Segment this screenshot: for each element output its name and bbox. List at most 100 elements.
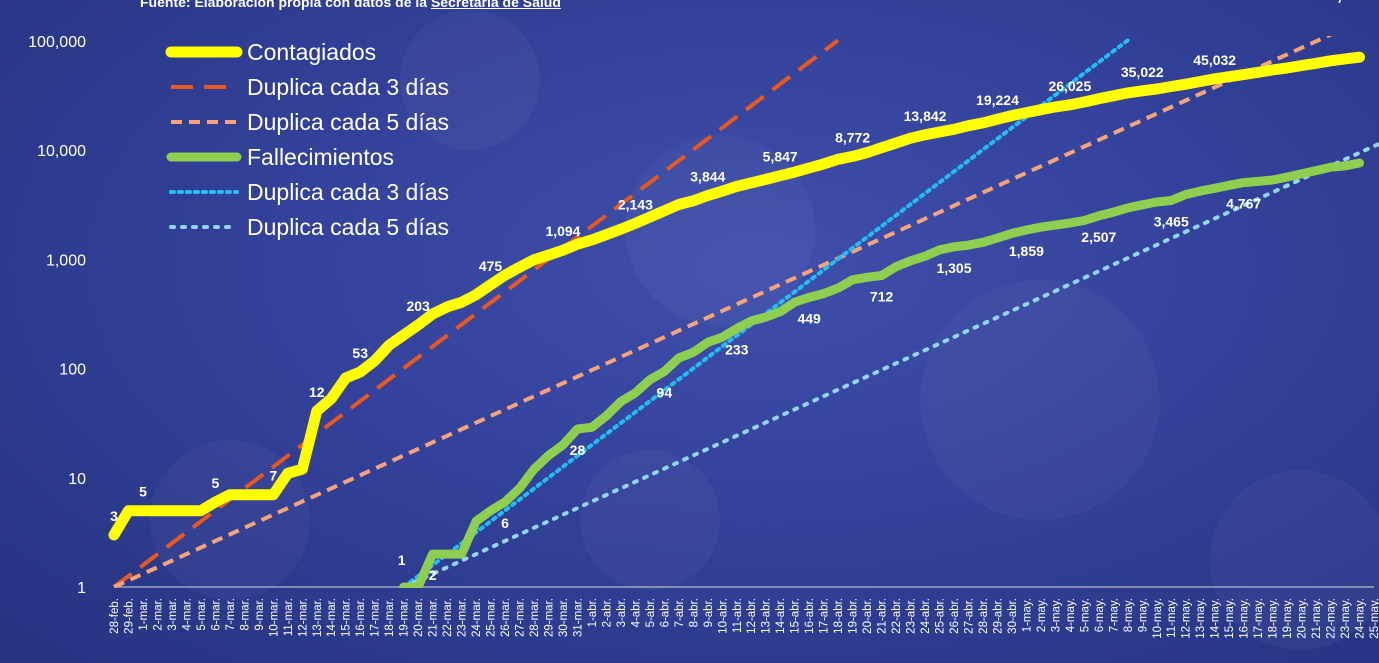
x-tick-label: 29-feb.	[123, 598, 135, 634]
data-label: 5,847	[763, 149, 798, 165]
x-tick-label: 6-abr.	[659, 598, 671, 627]
data-label: 1,859	[1009, 243, 1044, 259]
x-tick-label: 19-abr.	[848, 598, 860, 634]
x-tick-label: 11-mar.	[283, 598, 295, 636]
x-tick-label: 21-abr.	[877, 598, 889, 634]
x-tick-label: 25-mar.	[486, 598, 498, 637]
y-tick-label: 100,000	[28, 34, 86, 51]
source-note: Fuente: Elaboración propia con datos de …	[140, 0, 561, 10]
x-tick-label: 11-abr.	[732, 598, 744, 633]
x-tick-label: 27-mar.	[515, 598, 527, 637]
x-tick-label: 11-may.	[1166, 598, 1178, 638]
x-tick-label: 5-abr.	[645, 598, 657, 627]
x-tick-label: 5-may.	[1079, 598, 1091, 632]
source-link[interactable]: Secretaría de Salud	[430, 0, 561, 10]
x-tick-label: 22-abr.	[891, 598, 903, 634]
x-tick-label: 23-abr.	[906, 598, 918, 634]
x-tick-label: 31-mar.	[572, 598, 584, 637]
y-tick-label: 1	[77, 580, 86, 597]
x-tick-label: 2-mar.	[152, 598, 164, 631]
series-line-0	[108, 51, 1365, 541]
data-label: 1	[398, 552, 406, 568]
legend-label: Duplica cada 3 días	[247, 74, 449, 100]
x-tick-label: 30-mar.	[558, 598, 570, 637]
x-tick-label: 1-abr.	[587, 598, 599, 627]
series-line-4	[401, 38, 1130, 588]
x-tick-label: 5-mar.	[196, 598, 208, 631]
x-tick-label: 14-may.	[1210, 598, 1222, 639]
x-tick-label: 9-may.	[1137, 598, 1149, 632]
data-label: 2,507	[1081, 229, 1116, 245]
data-label: 45,032	[1193, 52, 1236, 68]
x-tick-label: 22-may.	[1326, 598, 1338, 639]
x-tick-label: 14-abr.	[775, 598, 787, 634]
x-tick-label: 29-abr.	[992, 598, 1004, 634]
x-tick-label: 6-may.	[1094, 598, 1106, 632]
x-tick-label: 25-abr.	[935, 598, 947, 634]
y-tick-label: 100	[59, 362, 86, 379]
series-line-3	[399, 158, 1364, 588]
x-tick-label: 24-abr.	[920, 598, 932, 634]
y-tick-label: 10	[68, 471, 86, 488]
x-tick-label: 10-may.	[1152, 598, 1164, 639]
data-label: 8,772	[835, 129, 870, 145]
data-label: 3,844	[690, 169, 725, 185]
x-tick-label: 15-may.	[1224, 598, 1236, 639]
x-tick-label: 30-abr.	[1007, 598, 1019, 634]
x-tick-label: 23-mar.	[457, 598, 469, 637]
source-prefix: Fuente: Elaboración propia con datos de …	[140, 0, 431, 10]
background-decoration	[150, 10, 1379, 650]
x-tick-label: 8-may.	[1123, 598, 1135, 632]
series-line-5	[401, 141, 1379, 588]
data-label: 475	[479, 258, 503, 274]
x-tick-label: 23-may.	[1340, 598, 1352, 639]
legend-label: Fallecimientos	[247, 144, 394, 170]
x-tick-label: 8-mar.	[239, 598, 251, 631]
data-label: 1,305	[936, 260, 971, 276]
x-tick-label: 17-may.	[1253, 598, 1265, 639]
x-tick-label: 13-abr.	[761, 598, 773, 634]
x-tick-label: 12-mar.	[297, 598, 309, 637]
data-label: 12	[309, 384, 325, 400]
x-tick-label: 28-abr.	[978, 598, 990, 634]
data-label: 2,143	[618, 196, 653, 212]
legend-label: Duplica cada 5 días	[247, 214, 449, 240]
x-tick-label: 18-mar.	[384, 598, 396, 637]
x-tick-label: 4-abr.	[630, 598, 642, 627]
x-tick-label: 10-mar.	[268, 598, 280, 637]
data-labels: 355 712532034751,0942,1433,8445,8478,7721…	[110, 0, 1372, 583]
x-tick-label: 7-mar.	[225, 598, 237, 631]
data-label: 71,105	[1317, 0, 1372, 4]
x-tick-label: 26-abr.	[949, 598, 961, 634]
x-tick-label: 14-mar.	[326, 598, 338, 637]
x-tick-label: 22-mar.	[442, 598, 454, 637]
x-tick-label: 25-may.	[1369, 598, 1379, 639]
x-tick-label: 8-abr.	[688, 598, 700, 627]
x-tick-label: 28-mar.	[529, 598, 541, 637]
x-tick-label: 18-abr.	[833, 598, 845, 634]
x-tick-label: 24-mar.	[471, 598, 483, 637]
data-label: 1,094	[545, 223, 580, 239]
data-label: 2	[429, 567, 437, 583]
x-tick-label: 17-mar.	[370, 598, 382, 637]
data-label: 3,465	[1154, 213, 1189, 229]
plot-series	[108, 36, 1379, 588]
x-tick-label: 16-may.	[1239, 598, 1251, 639]
legend-label: Contagiados	[247, 39, 376, 65]
data-label: 13,842	[904, 108, 947, 124]
x-tick-label: 1-may.	[1021, 598, 1033, 632]
data-label: 7,633	[1327, 0, 1372, 4]
data-label: 449	[797, 310, 821, 326]
data-label: 94	[657, 385, 673, 401]
x-tick-label: 15-abr.	[790, 598, 802, 634]
x-tick-label: 9-mar.	[254, 598, 266, 631]
x-tick-label: 18-may.	[1268, 598, 1280, 639]
data-label: 53	[352, 345, 368, 361]
x-tick-label: 27-abr.	[963, 598, 975, 634]
data-label: 28	[570, 442, 586, 458]
data-label: 4,767	[1226, 196, 1261, 212]
x-tick-label: 19-may.	[1282, 598, 1294, 639]
y-tick-label: 10,000	[37, 143, 86, 160]
